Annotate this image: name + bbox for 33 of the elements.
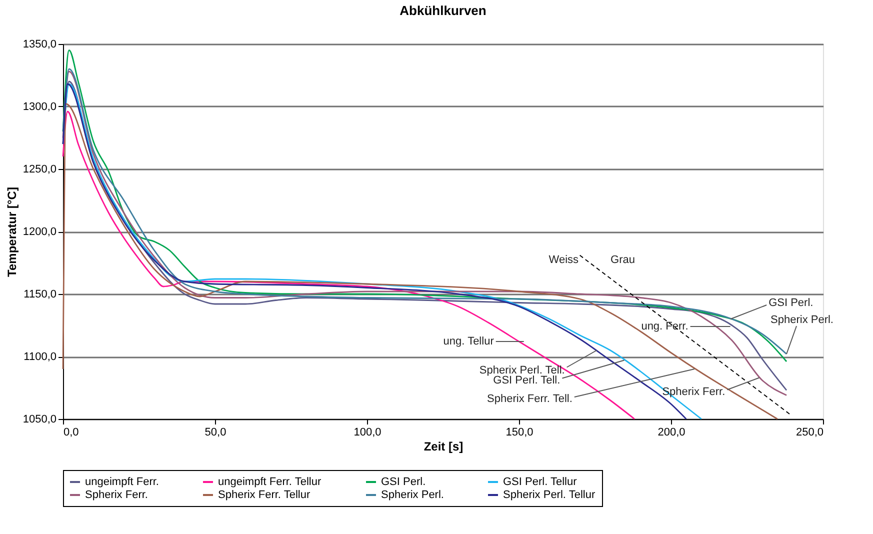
x-axis-title: Zeit [s]	[424, 440, 464, 454]
legend-label: Spherix Ferr.	[85, 489, 148, 501]
y-tick-label: 1050,0	[22, 414, 56, 426]
annotation: Grau	[610, 254, 635, 266]
y-tick-label: 1250,0	[22, 164, 56, 176]
chart-title: Abkühlkurven	[400, 3, 486, 18]
annotation: ung. Ferr.	[641, 320, 688, 332]
x-tick-label: 50,0	[204, 426, 226, 438]
annotation: Spherix Ferr. Tell.	[487, 393, 572, 405]
legend-label: GSI Perl.	[381, 476, 426, 488]
annotation: GSI Perl.	[768, 297, 814, 309]
annotation: ung. Tellur	[443, 336, 494, 348]
y-tick-label: 1200,0	[22, 226, 56, 238]
x-tick-label: 0,0	[64, 426, 79, 438]
legend-label: Spherix Perl. Tellur	[503, 489, 596, 501]
annotation: Spherix Perl. Tell.	[479, 364, 565, 376]
x-tick-label: 150,0	[506, 426, 534, 438]
legend-label: ungeimpft Ferr.	[85, 476, 159, 488]
y-axis-title: Temperatur [°C]	[4, 187, 19, 277]
x-tick-label: 250,0	[796, 426, 824, 438]
x-tick-label: 200,0	[658, 426, 686, 438]
y-tick-label: 1100,0	[24, 351, 56, 363]
x-tick-label: 100,0	[354, 426, 382, 438]
y-tick-label: 1350,0	[22, 38, 56, 50]
annotation: GSI Perl. Tell.	[493, 374, 560, 386]
legend-label: GSI Perl. Tellur	[503, 476, 578, 488]
annotation: Spherix Perl.	[770, 314, 834, 326]
y-tick-label: 1150,0	[24, 288, 56, 300]
annotation: Weiss	[548, 254, 580, 266]
y-tick-label: 1300,0	[22, 101, 56, 113]
legend-label: ungeimpft Ferr. Tellur	[218, 476, 322, 488]
legend-label: Spherix Perl.	[381, 489, 444, 501]
legend-label: Spherix Ferr. Tellur	[218, 489, 310, 501]
